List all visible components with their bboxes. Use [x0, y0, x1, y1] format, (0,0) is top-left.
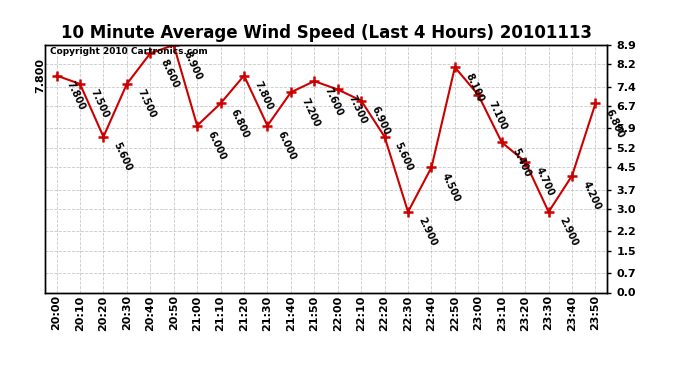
Text: 4.500: 4.500 — [440, 171, 462, 204]
Text: 2.900: 2.900 — [557, 216, 579, 248]
Text: 4.200: 4.200 — [580, 180, 602, 212]
Text: 7.500: 7.500 — [88, 88, 110, 120]
Text: 5.600: 5.600 — [112, 141, 134, 173]
Text: 6.000: 6.000 — [206, 130, 228, 162]
Text: 2.900: 2.900 — [416, 216, 438, 248]
Text: 6.800: 6.800 — [604, 108, 626, 140]
Text: 4.700: 4.700 — [533, 166, 555, 198]
Text: 7.500: 7.500 — [135, 88, 157, 120]
Text: Copyright 2010 Cartronics.com: Copyright 2010 Cartronics.com — [50, 48, 208, 57]
Text: 5.600: 5.600 — [393, 141, 415, 173]
Text: 8.600: 8.600 — [159, 57, 181, 90]
Text: 7.800: 7.800 — [253, 80, 275, 112]
Text: 6.800: 6.800 — [229, 108, 251, 140]
Text: 8.100: 8.100 — [463, 71, 485, 104]
Text: 7.800: 7.800 — [65, 80, 87, 112]
Text: 7.100: 7.100 — [486, 99, 509, 131]
Text: 6.000: 6.000 — [276, 130, 298, 162]
Text: 8.900: 8.900 — [182, 49, 204, 81]
Text: 7.300: 7.300 — [346, 94, 368, 126]
Text: 6.900: 6.900 — [370, 105, 391, 137]
Title: 10 Minute Average Wind Speed (Last 4 Hours) 20101113: 10 Minute Average Wind Speed (Last 4 Hou… — [61, 24, 591, 42]
Text: 7.600: 7.600 — [323, 86, 345, 117]
Text: 7.200: 7.200 — [299, 96, 322, 129]
Text: 5.400: 5.400 — [510, 147, 532, 178]
